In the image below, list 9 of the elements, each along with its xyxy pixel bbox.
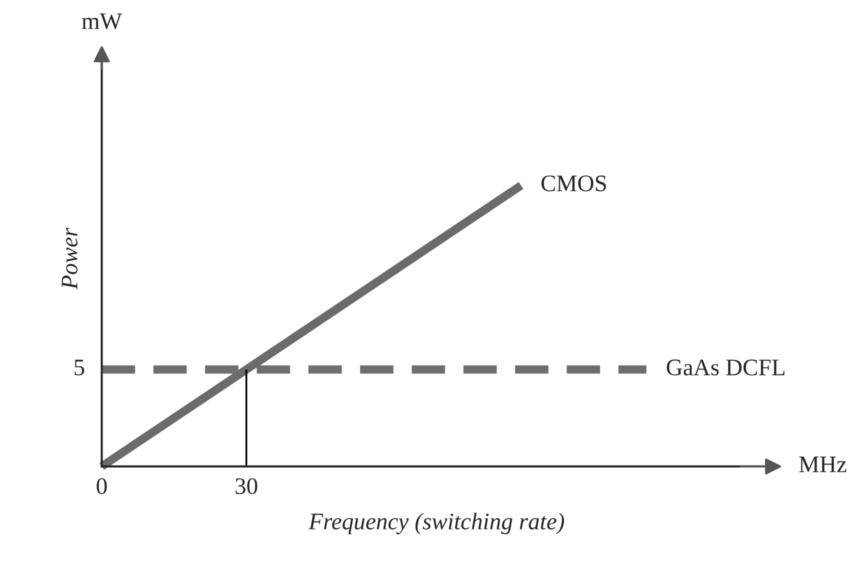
y-axis-title: Power [62,228,78,290]
text: MHz [799,456,846,472]
x-tick-label: 0 [96,478,107,494]
x-axis-title: Frequency (switching rate) [308,512,564,534]
series-label: GaAs DCFL [666,360,784,376]
text: mW [82,13,122,30]
series-label: CMOS [541,176,606,192]
annotation: 5 [74,360,84,376]
x-tick-label: 30 [236,478,258,494]
